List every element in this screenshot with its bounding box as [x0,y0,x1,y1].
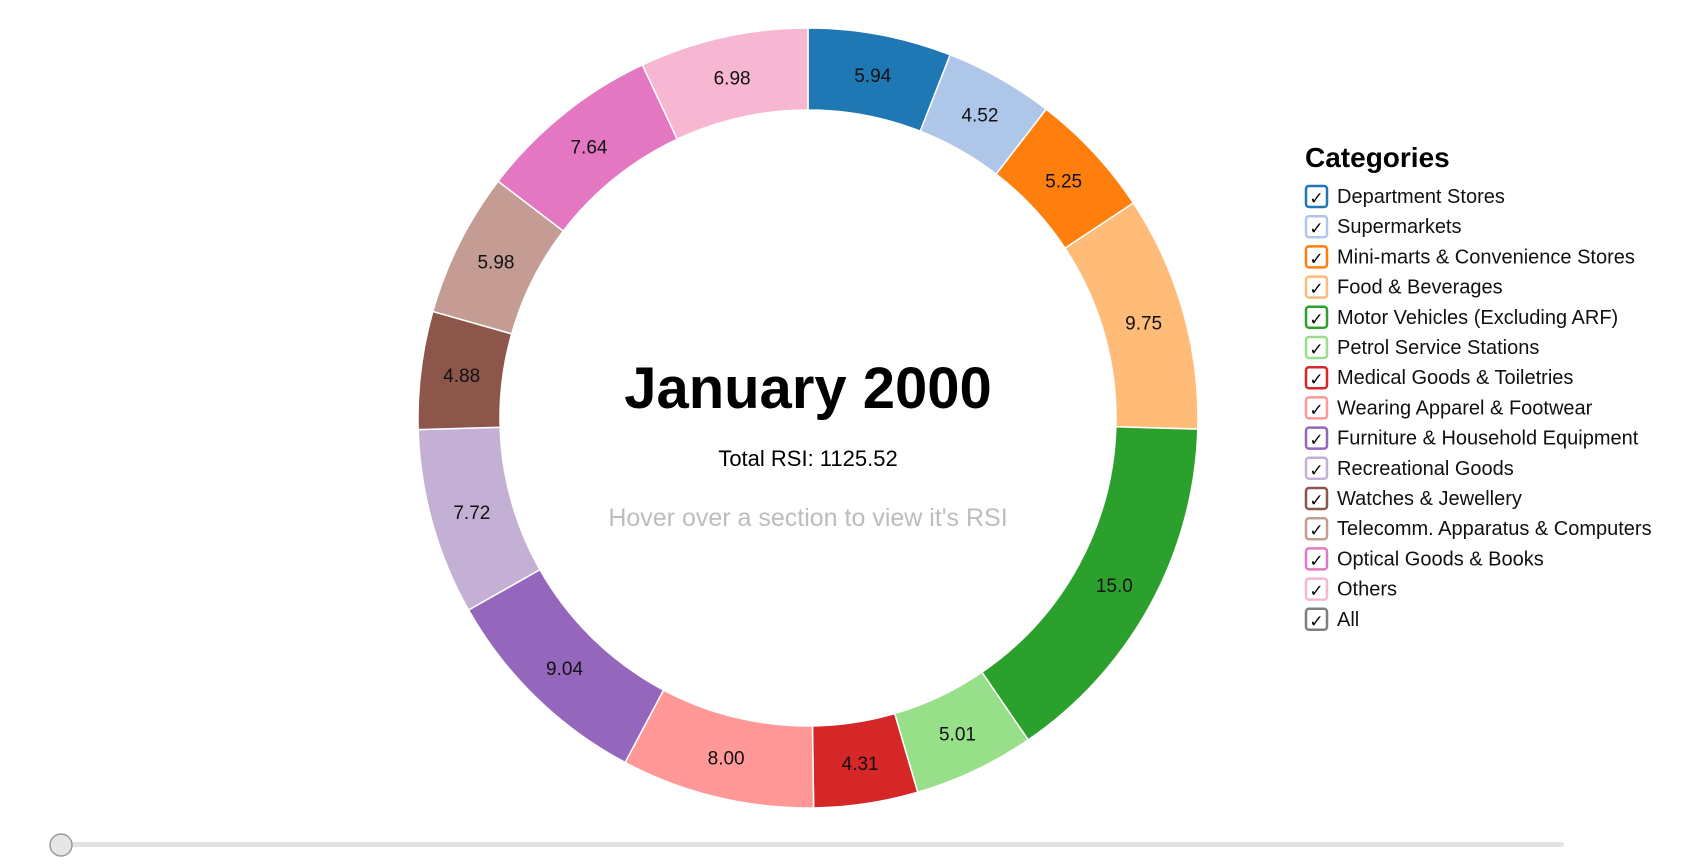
legend-item-supermarkets[interactable]: ✓ Supermarkets [1304,214,1462,239]
legend-item-food-beverages[interactable]: ✓ Food & Beverages [1304,275,1503,300]
check-icon: ✓ [1309,189,1323,209]
slice-label-medical-goods-toiletries: 4.31 [842,754,879,775]
legend-label: Mini-marts & Convenience Stores [1337,246,1635,268]
legend-label: Optical Goods & Books [1337,548,1544,570]
slice-label-telecomm-apparatus-computers: 5.98 [477,253,514,274]
check-icon: ✓ [1309,521,1323,541]
check-icon: ✓ [1309,582,1323,602]
slice-label-optical-goods-books: 7.64 [570,137,607,158]
slice-label-motor-vehicles-excluding-arf: 15.0 [1096,576,1133,597]
legend-label: Telecomm. Apparatus & Computers [1337,518,1652,540]
chart-title: January 2000 [624,356,992,421]
legend-title: Categories [1305,142,1450,173]
slider-track[interactable] [60,842,1564,847]
slice-label-watches-jewellery: 4.88 [443,366,480,387]
legend-label: Food & Beverages [1337,277,1503,299]
legend-item-furniture-household-equipment[interactable]: ✓ Furniture & Household Equipment [1304,426,1639,451]
slice-label-furniture-household-equipment: 9.04 [546,659,583,680]
slice-label-others: 6.98 [714,68,751,89]
legend-checkbox[interactable] [1304,245,1329,269]
slice-motor-vehicles-excluding-arf[interactable] [980,426,1199,741]
slice-label-food-beverages: 9.75 [1125,313,1162,334]
check-icon: ✓ [1309,310,1323,330]
legend-checkbox[interactable] [1304,214,1329,239]
slice-label-mini-marts-convenience-stores: 5.25 [1045,171,1082,192]
legend-checkbox[interactable] [1304,305,1329,330]
legend-item-wearing-apparel-footwear[interactable]: ✓ Wearing Apparel & Footwear [1304,396,1593,420]
check-icon: ✓ [1309,491,1323,511]
donut-slice-labels: 5.94 4.52 5.25 9.75 15.0 5.01 4.31 8.00 9.04 7.72… [443,66,1162,775]
legend-label: Motor Vehicles (Excluding ARF) [1337,307,1618,329]
check-icon: ✓ [1309,400,1323,420]
legend-label: Watches & Jewellery [1337,488,1522,510]
legend-item-optical-goods-books[interactable]: ✓ Optical Goods & Books [1304,547,1544,571]
legend-item-petrol-service-stations[interactable]: ✓ Petrol Service Stations [1304,335,1539,360]
legend-label: Petrol Service Stations [1337,337,1539,359]
donut-slices [417,27,1199,809]
legend-label: Department Stores [1337,186,1505,208]
legend-label: Recreational Goods [1337,458,1514,480]
check-icon: ✓ [1309,461,1323,481]
check-icon: ✓ [1309,340,1323,360]
legend-label: Furniture & Household Equipment [1337,428,1639,450]
legend-item-medical-goods-toiletries[interactable]: ✓ Medical Goods & Toiletries [1304,365,1573,390]
legend-checkbox[interactable] [1304,547,1329,571]
legend-checkbox[interactable] [1304,396,1329,420]
legend-item-others[interactable]: ✓ Others [1304,577,1397,602]
legend-item-recreational-goods[interactable]: ✓ Recreational Goods [1304,456,1514,481]
legend-item-watches-jewellery[interactable]: ✓ Watches & Jewellery [1304,486,1522,511]
slider-handle[interactable] [49,833,73,857]
legend-checkbox[interactable] [1304,516,1329,541]
total-rsi: Total RSI: 1125.52 [718,446,897,471]
hover-hint: Hover over a section to view it's RSI [608,504,1007,532]
slice-label-petrol-service-stations: 5.01 [939,724,976,745]
legend-item-all[interactable]: ✓ All [1304,607,1359,632]
slice-label-supermarkets: 4.52 [961,105,998,126]
legend-item-telecomm-apparatus-computers[interactable]: ✓ Telecomm. Apparatus & Computers [1304,516,1652,541]
legend-items: ✓ Department Stores ✓ Supermarkets ✓ Mini-mar… [1304,184,1652,632]
legend-item-motor-vehicles-excluding-arf[interactable]: ✓ Motor Vehicles (Excluding ARF) [1304,305,1618,330]
legend-label: Wearing Apparel & Footwear [1337,397,1593,419]
slice-others[interactable] [641,27,809,141]
legend-checkbox[interactable] [1304,607,1329,632]
date-slider[interactable] [49,833,1564,857]
legend-label: All [1337,609,1359,631]
legend-checkbox[interactable] [1304,365,1329,390]
legend-checkbox[interactable] [1304,275,1329,299]
legend-checkbox[interactable] [1304,486,1329,511]
legend-checkbox[interactable] [1304,456,1329,481]
check-icon: ✓ [1309,249,1323,269]
slice-label-wearing-apparel-footwear: 8.00 [708,748,745,769]
slice-label-recreational-goods: 7.72 [453,503,490,524]
legend-checkbox[interactable] [1304,426,1329,450]
legend-checkbox[interactable] [1304,335,1329,360]
slice-label-department-stores: 5.94 [854,66,891,87]
check-icon: ✓ [1309,280,1323,300]
check-icon: ✓ [1309,370,1323,390]
check-icon: ✓ [1309,612,1323,632]
legend-item-mini-marts-convenience-stores[interactable]: ✓ Mini-marts & Convenience Stores [1304,245,1635,269]
check-icon: ✓ [1309,551,1323,571]
check-icon: ✓ [1309,431,1323,451]
legend-label: Medical Goods & Toiletries [1337,367,1573,389]
check-icon: ✓ [1309,219,1323,239]
legend-label: Others [1337,579,1397,601]
legend-checkbox[interactable] [1304,577,1329,601]
legend-item-department-stores[interactable]: ✓ Department Stores [1304,184,1505,209]
legend-label: Supermarkets [1337,216,1462,238]
legend-checkbox[interactable] [1304,184,1329,209]
legend: Categories ✓ Department Stores ✓ Supermarke… [1304,142,1652,632]
